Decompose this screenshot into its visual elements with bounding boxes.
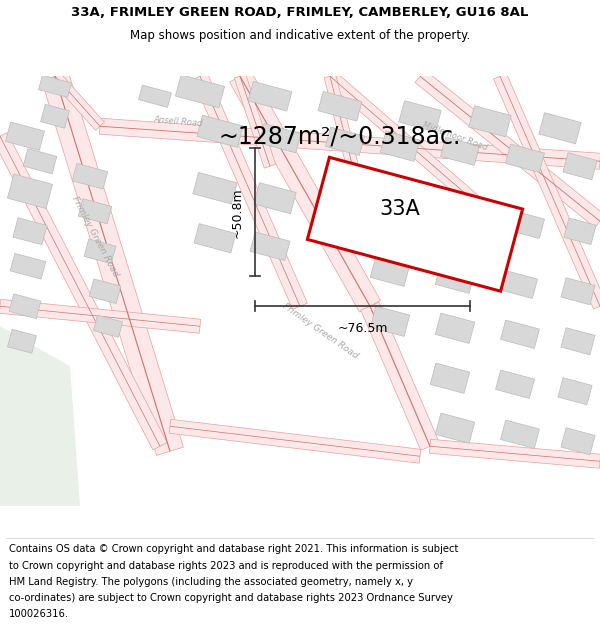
Polygon shape <box>254 182 296 214</box>
Polygon shape <box>0 299 200 333</box>
Text: ~1287m²/~0.318ac.: ~1287m²/~0.318ac. <box>219 124 461 148</box>
Polygon shape <box>169 419 421 463</box>
Polygon shape <box>193 173 237 204</box>
Polygon shape <box>0 132 167 450</box>
Polygon shape <box>320 191 360 221</box>
Polygon shape <box>506 210 544 239</box>
Polygon shape <box>194 224 236 253</box>
Polygon shape <box>561 328 595 355</box>
Polygon shape <box>0 326 80 506</box>
Polygon shape <box>370 306 410 336</box>
Polygon shape <box>89 279 121 304</box>
Polygon shape <box>499 270 538 299</box>
Polygon shape <box>8 329 37 353</box>
Text: Contains OS data © Crown copyright and database right 2021. This information is : Contains OS data © Crown copyright and d… <box>9 544 458 554</box>
Polygon shape <box>50 72 104 130</box>
Polygon shape <box>250 232 290 261</box>
Polygon shape <box>370 256 410 286</box>
Polygon shape <box>500 320 539 349</box>
Polygon shape <box>197 115 243 148</box>
Polygon shape <box>259 124 301 153</box>
Text: Map shows position and indicative extent of the property.: Map shows position and indicative extent… <box>130 29 470 42</box>
Polygon shape <box>7 174 53 209</box>
Polygon shape <box>539 112 581 144</box>
Text: to Crown copyright and database rights 2023 and is reproduced with the permissio: to Crown copyright and database rights 2… <box>9 561 443 571</box>
Polygon shape <box>563 152 597 180</box>
Polygon shape <box>193 73 307 309</box>
Polygon shape <box>78 199 112 224</box>
Polygon shape <box>41 104 70 128</box>
Text: ~50.8m: ~50.8m <box>230 187 244 238</box>
Polygon shape <box>558 378 592 405</box>
Polygon shape <box>561 428 595 455</box>
Polygon shape <box>430 439 600 468</box>
Polygon shape <box>435 413 475 443</box>
Polygon shape <box>494 74 600 309</box>
Polygon shape <box>318 91 362 121</box>
Polygon shape <box>175 75 224 108</box>
Polygon shape <box>326 127 364 156</box>
Text: ~76.5m: ~76.5m <box>337 322 388 335</box>
Polygon shape <box>84 239 116 264</box>
Polygon shape <box>469 106 511 137</box>
Text: HM Land Registry. The polygons (including the associated geometry, namely x, y: HM Land Registry. The polygons (includin… <box>9 577 413 587</box>
Polygon shape <box>500 420 539 449</box>
Polygon shape <box>435 263 475 293</box>
Text: Ansell Road: Ansell Road <box>153 114 203 128</box>
Text: co-ordinates) are subject to Crown copyright and database rights 2023 Ordnance S: co-ordinates) are subject to Crown copyr… <box>9 593 453 603</box>
Polygon shape <box>13 217 47 245</box>
Text: 33A: 33A <box>380 199 421 219</box>
Polygon shape <box>325 71 485 211</box>
Polygon shape <box>506 144 544 172</box>
Polygon shape <box>361 302 439 450</box>
Polygon shape <box>380 196 420 226</box>
Polygon shape <box>23 149 57 174</box>
Polygon shape <box>440 137 479 166</box>
Polygon shape <box>564 218 596 244</box>
Polygon shape <box>307 158 523 291</box>
Polygon shape <box>380 131 420 161</box>
Text: 33A, FRIMLEY GREEN ROAD, FRIMLEY, CAMBERLEY, GU16 8AL: 33A, FRIMLEY GREEN ROAD, FRIMLEY, CAMBER… <box>71 6 529 19</box>
Polygon shape <box>5 122 44 151</box>
Polygon shape <box>496 370 535 399</box>
Text: Frimley Green Road: Frimley Green Road <box>70 194 120 278</box>
Polygon shape <box>10 253 46 279</box>
Polygon shape <box>248 81 292 111</box>
Text: Midlemoor Road: Midlemoor Road <box>421 120 489 152</box>
Text: 100026316.: 100026316. <box>9 609 69 619</box>
Polygon shape <box>440 203 480 233</box>
Text: Frimley Green Road: Frimley Green Road <box>281 302 359 361</box>
Polygon shape <box>399 101 441 132</box>
Polygon shape <box>230 71 380 312</box>
Polygon shape <box>435 313 475 343</box>
Polygon shape <box>561 278 595 305</box>
Polygon shape <box>430 363 470 393</box>
Polygon shape <box>324 75 366 198</box>
Polygon shape <box>94 315 122 338</box>
Polygon shape <box>41 72 184 456</box>
Polygon shape <box>415 70 600 228</box>
Polygon shape <box>139 85 172 107</box>
Polygon shape <box>38 75 71 98</box>
Polygon shape <box>235 74 275 168</box>
Polygon shape <box>100 118 600 169</box>
Polygon shape <box>72 163 108 189</box>
Polygon shape <box>9 294 41 319</box>
